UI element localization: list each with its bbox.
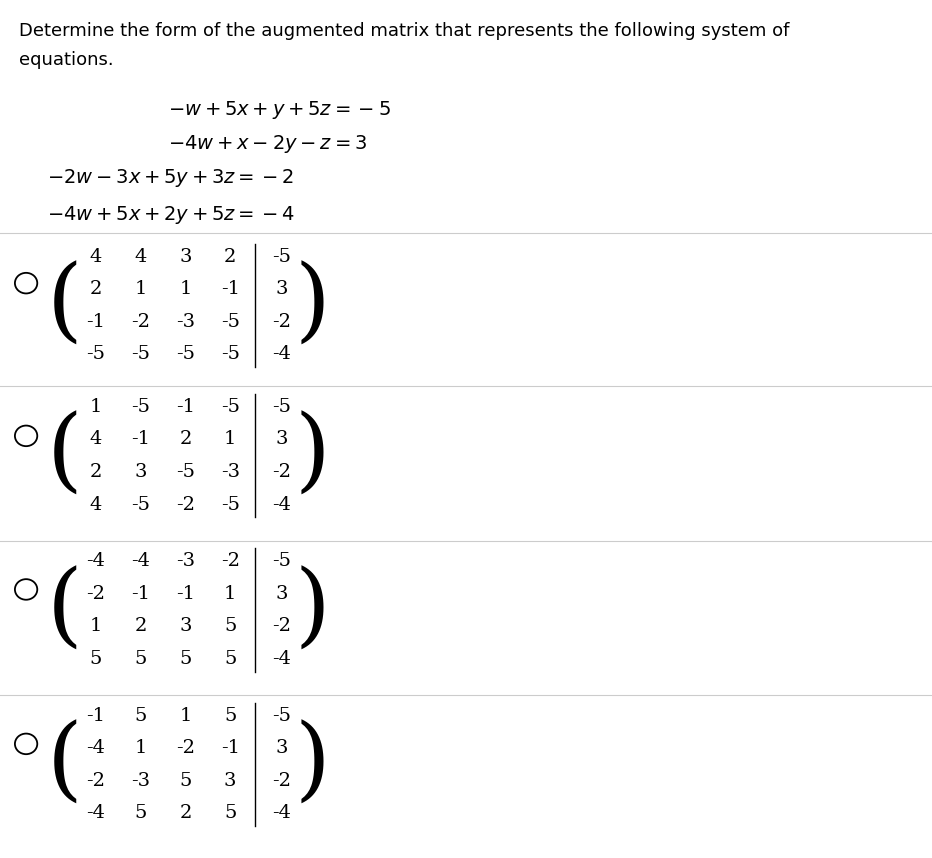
Text: ): ) bbox=[295, 720, 331, 809]
Text: -2: -2 bbox=[131, 313, 150, 330]
Text: 3: 3 bbox=[134, 463, 147, 480]
Text: -2: -2 bbox=[87, 585, 105, 602]
Text: -5: -5 bbox=[131, 346, 150, 363]
Text: 5: 5 bbox=[179, 650, 192, 668]
Text: -5: -5 bbox=[131, 398, 150, 415]
Text: 5: 5 bbox=[224, 650, 237, 668]
Text: 3: 3 bbox=[179, 618, 192, 635]
Text: -5: -5 bbox=[272, 248, 291, 265]
Text: (: ( bbox=[47, 720, 82, 809]
Text: -5: -5 bbox=[272, 398, 291, 415]
Text: -5: -5 bbox=[272, 707, 291, 724]
Text: -2: -2 bbox=[221, 553, 240, 570]
Text: -5: -5 bbox=[221, 346, 240, 363]
Text: -1: -1 bbox=[221, 281, 240, 298]
Text: Determine the form of the augmented matrix that represents the following system : Determine the form of the augmented matr… bbox=[19, 22, 789, 40]
Text: -5: -5 bbox=[221, 313, 240, 330]
Text: 5: 5 bbox=[89, 650, 103, 668]
Text: 1: 1 bbox=[179, 707, 192, 724]
Text: 3: 3 bbox=[275, 585, 288, 602]
Text: 3: 3 bbox=[275, 281, 288, 298]
Text: (: ( bbox=[47, 411, 82, 500]
Text: $-4w+5x+2y+5z=-4$: $-4w+5x+2y+5z=-4$ bbox=[47, 204, 295, 227]
Text: 5: 5 bbox=[134, 650, 147, 668]
Text: 5: 5 bbox=[224, 618, 237, 635]
Text: -2: -2 bbox=[272, 463, 291, 480]
Text: -4: -4 bbox=[87, 740, 105, 757]
Text: -2: -2 bbox=[272, 772, 291, 789]
Text: 2: 2 bbox=[89, 281, 103, 298]
Text: -3: -3 bbox=[176, 313, 195, 330]
Text: 5: 5 bbox=[134, 707, 147, 724]
Text: -5: -5 bbox=[221, 398, 240, 415]
Text: -5: -5 bbox=[272, 553, 291, 570]
Text: 2: 2 bbox=[179, 431, 192, 448]
Text: equations.: equations. bbox=[19, 51, 114, 69]
Text: 2: 2 bbox=[134, 618, 147, 635]
Text: (: ( bbox=[47, 565, 82, 655]
Text: -5: -5 bbox=[176, 346, 195, 363]
Text: -3: -3 bbox=[131, 772, 150, 789]
Text: 3: 3 bbox=[179, 248, 192, 265]
Text: -1: -1 bbox=[87, 707, 105, 724]
Text: 5: 5 bbox=[179, 772, 192, 789]
Text: 2: 2 bbox=[224, 248, 237, 265]
Text: -1: -1 bbox=[87, 313, 105, 330]
Text: -3: -3 bbox=[176, 553, 195, 570]
Text: -2: -2 bbox=[176, 740, 195, 757]
Text: ): ) bbox=[295, 565, 331, 655]
Text: 3: 3 bbox=[275, 431, 288, 448]
Text: -3: -3 bbox=[221, 463, 240, 480]
Text: -1: -1 bbox=[131, 585, 150, 602]
Text: -4: -4 bbox=[87, 553, 105, 570]
Text: -1: -1 bbox=[176, 585, 195, 602]
Text: 3: 3 bbox=[224, 772, 237, 789]
Text: $-w+5x+y+5z=-5$: $-w+5x+y+5z=-5$ bbox=[168, 99, 391, 121]
Text: ): ) bbox=[295, 261, 331, 350]
Text: -4: -4 bbox=[272, 346, 291, 363]
Text: -1: -1 bbox=[176, 398, 195, 415]
Text: 2: 2 bbox=[179, 805, 192, 822]
Text: -2: -2 bbox=[176, 496, 195, 513]
Text: -1: -1 bbox=[221, 740, 240, 757]
Text: 1: 1 bbox=[89, 398, 103, 415]
Text: $-4w+x-2y-z=3$: $-4w+x-2y-z=3$ bbox=[168, 133, 367, 155]
Text: -4: -4 bbox=[272, 496, 291, 513]
Text: -5: -5 bbox=[221, 496, 240, 513]
Text: 5: 5 bbox=[224, 707, 237, 724]
Text: -5: -5 bbox=[87, 346, 105, 363]
Text: 5: 5 bbox=[224, 805, 237, 822]
Text: -1: -1 bbox=[131, 431, 150, 448]
Text: -2: -2 bbox=[272, 313, 291, 330]
Text: -5: -5 bbox=[176, 463, 195, 480]
Text: 1: 1 bbox=[224, 585, 237, 602]
Text: -4: -4 bbox=[131, 553, 150, 570]
Text: 1: 1 bbox=[224, 431, 237, 448]
Text: -2: -2 bbox=[87, 772, 105, 789]
Text: 3: 3 bbox=[275, 740, 288, 757]
Text: -4: -4 bbox=[87, 805, 105, 822]
Text: 5: 5 bbox=[134, 805, 147, 822]
Text: 4: 4 bbox=[134, 248, 147, 265]
Text: -4: -4 bbox=[272, 650, 291, 668]
Text: 4: 4 bbox=[89, 431, 103, 448]
Text: 1: 1 bbox=[89, 618, 103, 635]
Text: 2: 2 bbox=[89, 463, 103, 480]
Text: -5: -5 bbox=[131, 496, 150, 513]
Text: (: ( bbox=[47, 261, 82, 350]
Text: ): ) bbox=[295, 411, 331, 500]
Text: 4: 4 bbox=[89, 248, 103, 265]
Text: $-2w-3x+5y+3z=-2$: $-2w-3x+5y+3z=-2$ bbox=[47, 167, 294, 190]
Text: -4: -4 bbox=[272, 805, 291, 822]
Text: -2: -2 bbox=[272, 618, 291, 635]
Text: 4: 4 bbox=[89, 496, 103, 513]
Text: 1: 1 bbox=[134, 740, 147, 757]
Text: 1: 1 bbox=[179, 281, 192, 298]
Text: 1: 1 bbox=[134, 281, 147, 298]
